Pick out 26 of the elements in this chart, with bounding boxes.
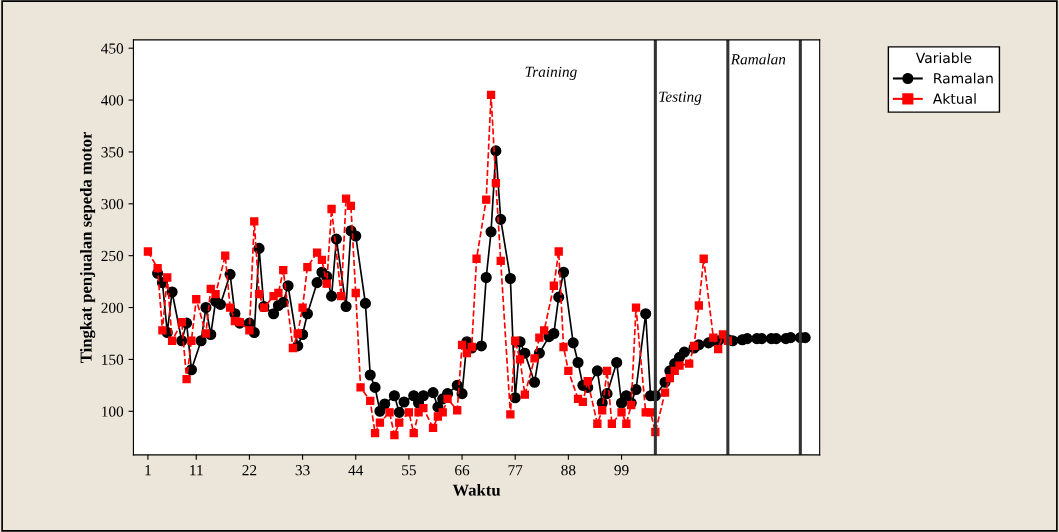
y-tick-label: 450: [101, 43, 124, 54]
annotation: Ramalan: [730, 53, 786, 65]
x-tick-label: 66: [455, 465, 470, 476]
x-tick-label: 33: [295, 465, 310, 476]
y-tick-label: 100: [102, 406, 124, 417]
legend-title: Variable: [915, 52, 972, 64]
annotation: Testing: [659, 91, 702, 105]
x-tick-label: 22: [242, 465, 257, 476]
x-axis-title: Waktu: [452, 483, 501, 496]
x-tick-label: 11: [190, 465, 203, 476]
x-tick-label: 77: [508, 465, 523, 476]
x-tick-label: 99: [614, 465, 629, 476]
y-axis-title: Tingkat penjualan sepeda motor: [79, 131, 96, 363]
x-tick-label: 55: [402, 465, 416, 476]
y-tick-label: 350: [101, 147, 124, 158]
legend-label: Ramalan: [934, 72, 993, 84]
y-tick-label: 250: [101, 250, 124, 262]
x-tick-label: 1: [145, 465, 151, 476]
x-tick-label: 88: [561, 465, 576, 476]
y-tick-label: 400: [101, 95, 124, 106]
x-tick-label: 44: [348, 465, 364, 476]
y-tick-label: 300: [101, 198, 124, 210]
y-tick-label: 150: [102, 354, 124, 365]
legend-label: Aktual: [932, 93, 976, 104]
annotation: Training: [525, 66, 577, 81]
y-tick-label: 200: [101, 302, 124, 313]
